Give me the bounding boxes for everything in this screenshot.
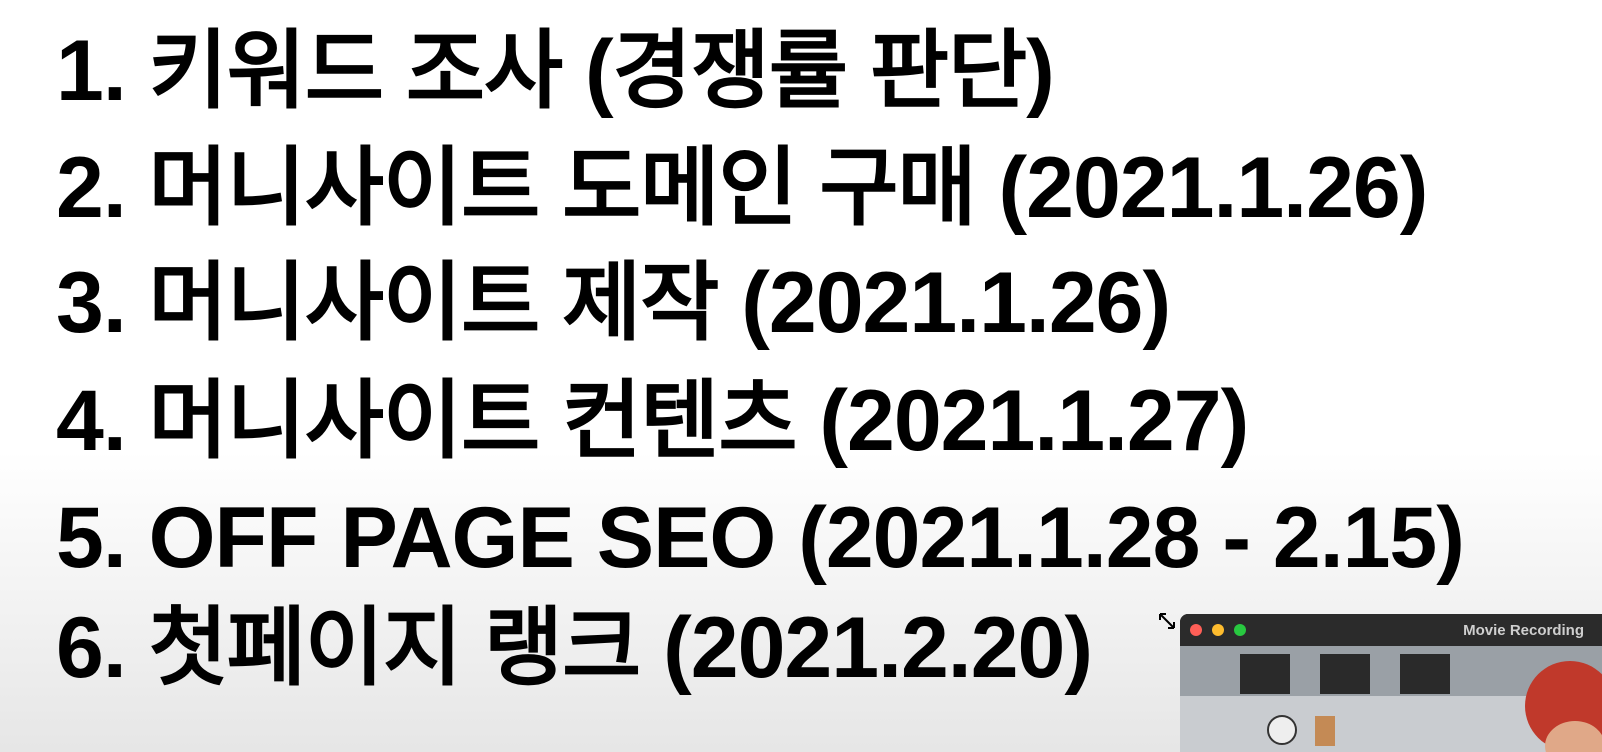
zoom-button[interactable] (1234, 624, 1246, 636)
list-item: 2. 머니사이트 도메인 구매 (2021.1.26) (56, 140, 1428, 236)
recording-window[interactable]: Movie Recording (1180, 614, 1602, 752)
list-item: 3. 머니사이트 제작 (2021.1.26) (56, 255, 1171, 351)
close-button[interactable] (1190, 624, 1202, 636)
title-bar: Movie Recording (1180, 614, 1602, 646)
list-item: 6. 첫페이지 랭크 (2021.2.20) (56, 600, 1093, 696)
list-item: 1. 키워드 조사 (경쟁률 판단) (56, 23, 1055, 119)
camera-feed (1180, 646, 1602, 752)
list-item: 5. OFF PAGE SEO (2021.1.28 - 2.15) (56, 490, 1465, 586)
window-title: Movie Recording (1463, 622, 1584, 639)
minimize-button[interactable] (1212, 624, 1224, 636)
list-item: 4. 머니사이트 컨텐츠 (2021.1.27) (56, 373, 1249, 469)
resize-cursor (1159, 613, 1175, 629)
